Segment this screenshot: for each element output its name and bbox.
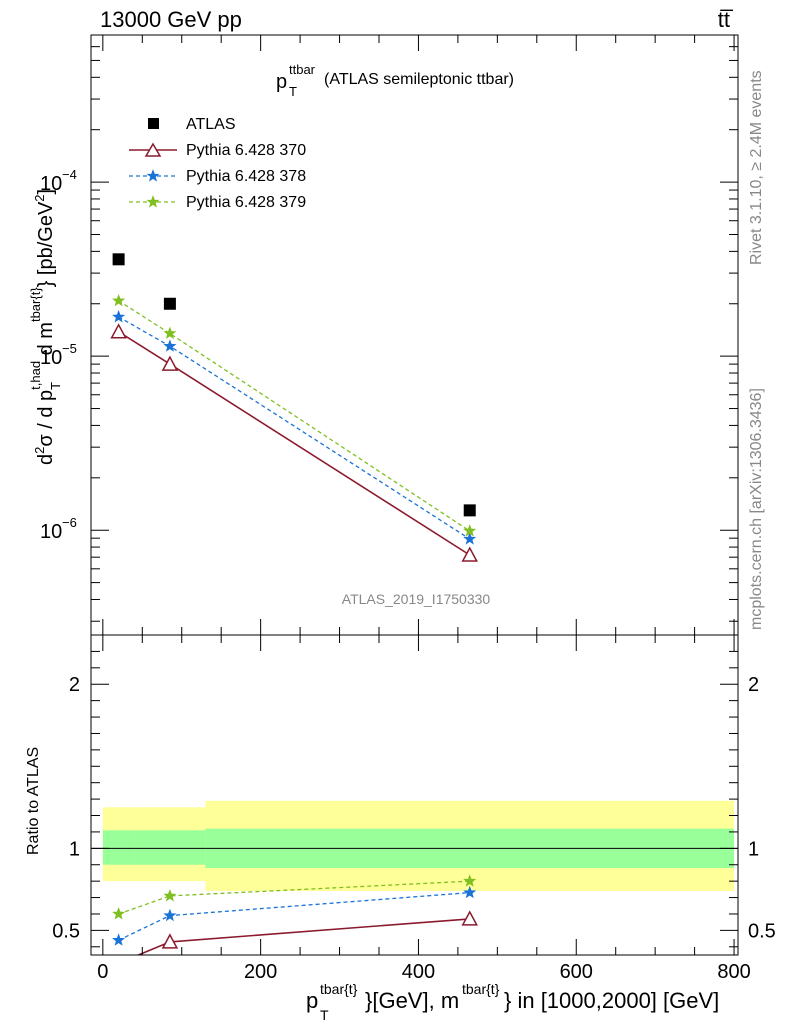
ratio-line-3 bbox=[118, 880, 470, 915]
plot-title: p bbox=[276, 71, 287, 93]
p370-point bbox=[461, 546, 478, 562]
p379-point bbox=[163, 326, 177, 339]
p370-point bbox=[110, 323, 127, 339]
ratio-y-tick-label-left: 0.5 bbox=[52, 920, 80, 942]
p378-point bbox=[463, 532, 477, 545]
ratio-panel-ticks: 0.5 0.5 1 1 2 2 0 200 400 600 800 bbox=[52, 635, 776, 983]
x-axis-label-rest: } in [1000,2000] [GeV] bbox=[504, 988, 719, 1013]
legend-marker-p378 bbox=[146, 169, 160, 182]
y-tick-label-exp: −4 bbox=[62, 167, 77, 182]
legend-marker-p379 bbox=[146, 195, 160, 208]
ratio-uncertainty-bands bbox=[102, 800, 735, 891]
series-line-2 bbox=[118, 316, 471, 540]
legend-label-p379: Pythia 6.428 379 bbox=[186, 194, 306, 211]
header-right-label: tt̅ bbox=[718, 7, 734, 32]
legend-label-p378: Pythia 6.428 378 bbox=[186, 168, 306, 185]
analysis-watermark: ATLAS_2019_I1750330 bbox=[342, 591, 491, 607]
legend-entry-p370: Pythia 6.428 370 bbox=[129, 142, 306, 159]
p379-point bbox=[112, 293, 126, 307]
ratio-p378-point bbox=[112, 933, 126, 946]
y-tick-label: 10 bbox=[40, 521, 62, 543]
p378-point bbox=[112, 310, 126, 323]
legend-marker-atlas bbox=[148, 118, 159, 129]
ratio-y-tick-label-left: 2 bbox=[69, 674, 80, 696]
ratio-p379-point bbox=[112, 907, 126, 920]
p378-point bbox=[163, 339, 177, 352]
side-label-mcplots: mcplots.cern.ch [arXiv:1306.3436] bbox=[748, 388, 765, 630]
y-tick-label: 10 bbox=[40, 347, 62, 369]
ratio-p379-point bbox=[463, 874, 477, 887]
ratio-y-axis-label: Ratio to ATLAS bbox=[25, 747, 42, 855]
band-inner bbox=[134, 830, 206, 865]
legend-label-p370: Pythia 6.428 370 bbox=[186, 142, 306, 159]
ratio-p378-point bbox=[163, 908, 177, 922]
ratio-p378-point bbox=[463, 885, 477, 899]
main-y-axis-label-text: d2σ / d pTt,had d mtbar{t}} [pb/GeV2] bbox=[28, 189, 63, 465]
plot-title-sup: ttbar bbox=[289, 62, 316, 77]
header-left-label: 13000 GeV pp bbox=[100, 7, 242, 32]
atlas-data-point bbox=[163, 297, 176, 310]
legend-label-atlas: ATLAS bbox=[186, 116, 236, 133]
atlas-data-point bbox=[463, 504, 476, 517]
p379-point bbox=[463, 524, 477, 537]
x-axis-label-text: p bbox=[306, 988, 318, 1013]
x-tick-label: 200 bbox=[244, 961, 277, 983]
legend-entry-p379: Pythia 6.428 379 bbox=[129, 194, 306, 211]
band-inner bbox=[102, 830, 135, 865]
plot-title-sub: T bbox=[289, 84, 297, 99]
p370-point bbox=[161, 355, 179, 371]
y-tick-label-exp: −6 bbox=[62, 515, 77, 530]
x-tick-label: 0 bbox=[97, 961, 108, 983]
ratio-y-tick-label-right: 0.5 bbox=[748, 920, 776, 942]
ratio-panel: 0.5 0.5 1 1 2 2 0 200 400 600 800 Ratio to ATLAS p… bbox=[25, 634, 776, 1023]
main-panel-ticks: 10−610−510−4 bbox=[40, 34, 738, 635]
x-axis-label-sup1: tbar{t} bbox=[320, 981, 358, 997]
main-panel-series bbox=[110, 253, 478, 562]
x-axis-label-mid: }[GeV], m bbox=[365, 988, 459, 1013]
ratio-p370-point bbox=[161, 933, 179, 949]
x-tick-label: 600 bbox=[560, 961, 593, 983]
legend-marker-p370 bbox=[144, 142, 162, 157]
ratio-p379-point bbox=[163, 889, 177, 902]
ratio-y-tick-label-right: 1 bbox=[748, 838, 759, 860]
legend-entry-atlas: ATLAS bbox=[148, 116, 236, 133]
ratio-y-tick-label-left: 1 bbox=[69, 838, 80, 860]
plot-title-rest: (ATLAS semileptonic ttbar) bbox=[324, 71, 514, 88]
x-tick-label: 400 bbox=[402, 961, 435, 983]
legend: ATLAS Pythia 6.428 370 Pythia 6.428 378 … bbox=[129, 116, 306, 211]
y-tick-label-exp: −5 bbox=[62, 341, 77, 356]
legend-star-p379 bbox=[146, 195, 160, 208]
x-axis-label-sub: T bbox=[320, 1007, 329, 1023]
ratio-panel-frame bbox=[90, 634, 739, 956]
plot-title-main: p bbox=[276, 71, 287, 93]
x-tick-label: 800 bbox=[717, 961, 750, 983]
main-y-axis-label: d2σ / d pTt,had d mtbar{t}} [pb/GeV2] bbox=[28, 189, 63, 465]
atlas-data-point bbox=[112, 253, 125, 266]
ratio-series bbox=[112, 874, 478, 955]
ratio-p370-point bbox=[461, 910, 478, 926]
legend-star-p378 bbox=[146, 169, 160, 182]
side-label-rivet: Rivet 3.1.10, ≥ 2.4M events bbox=[748, 70, 765, 265]
main-panel: 10−610−510−4 p ttbar T (ATLAS semilepton… bbox=[28, 34, 739, 636]
ratio-y-tick-label-right: 2 bbox=[748, 674, 759, 696]
x-axis-label: p T tbar{t} }[GeV], m tbar{t} } in [1000… bbox=[306, 981, 719, 1023]
y-tick-label: 10 bbox=[40, 173, 62, 195]
x-axis-label-sup2: tbar{t} bbox=[462, 981, 500, 997]
legend-entry-p378: Pythia 6.428 378 bbox=[129, 168, 306, 185]
